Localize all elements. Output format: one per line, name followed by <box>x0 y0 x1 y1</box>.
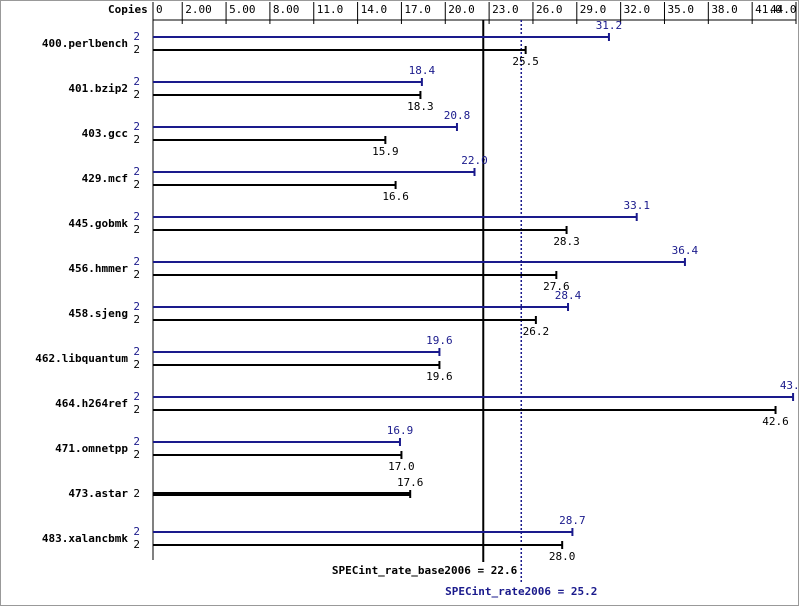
value-label: 16.9 <box>387 424 414 437</box>
value-label: 26.2 <box>523 325 550 338</box>
x-tick-label: 8.00 <box>273 3 300 16</box>
category-label: 458.sjeng <box>68 307 128 320</box>
x-tick-label: 0 <box>156 3 163 16</box>
value-label: 28.4 <box>555 289 582 302</box>
copies-label: 2 <box>133 345 140 358</box>
value-label: 17.6 <box>397 476 424 489</box>
category-label: 429.mcf <box>82 172 128 185</box>
x-tick-label: 26.0 <box>536 3 563 16</box>
value-label: 19.6 <box>426 370 453 383</box>
copies-label: 2 <box>133 403 140 416</box>
x-tick-label: 14.0 <box>361 3 388 16</box>
value-label: 28.0 <box>549 550 576 563</box>
copies-label: 2 <box>133 210 140 223</box>
value-label: 18.4 <box>409 64 436 77</box>
copies-label: 2 <box>133 223 140 236</box>
category-label: 462.libquantum <box>35 352 128 365</box>
value-label: 31.2 <box>596 19 623 32</box>
value-label: 18.3 <box>407 100 434 113</box>
copies-label: 2 <box>133 255 140 268</box>
reference-label: SPECint_rate_base2006 = 22.6 <box>332 564 518 577</box>
value-label: 19.6 <box>426 334 453 347</box>
category-label: 445.gobmk <box>68 217 128 230</box>
x-tick-label: 41.0 <box>755 3 782 16</box>
copies-label: 2 <box>133 538 140 551</box>
x-tick-label: 32.0 <box>624 3 651 16</box>
copies-label: 2 <box>133 165 140 178</box>
value-label: 27.6 <box>543 280 570 293</box>
copies-label: 2 <box>133 300 140 313</box>
value-label: 36.4 <box>672 244 699 257</box>
value-label: 17.0 <box>388 460 415 473</box>
copies-label: 2 <box>133 358 140 371</box>
value-label: 42.6 <box>762 415 789 428</box>
value-label: 28.7 <box>559 514 586 527</box>
x-tick-label: 20.0 <box>448 3 475 16</box>
value-label: 22.0 <box>461 154 488 167</box>
copies-label: 2 <box>133 435 140 448</box>
copies-label: 2 <box>133 487 140 500</box>
x-tick-label: 23.0 <box>492 3 519 16</box>
x-tick-label: 44.0 <box>770 3 797 16</box>
category-label: 401.bzip2 <box>68 82 128 95</box>
copies-label: 2 <box>133 268 140 281</box>
copies-label: 2 <box>133 88 140 101</box>
x-tick-label: 5.00 <box>229 3 256 16</box>
value-label: 43.8 <box>780 379 799 392</box>
value-label: 33.1 <box>623 199 650 212</box>
x-tick-label: 38.0 <box>711 3 738 16</box>
category-label: 464.h264ref <box>55 397 128 410</box>
category-label: 473.astar <box>68 487 128 500</box>
copies-label: 2 <box>133 448 140 461</box>
value-label: 25.5 <box>512 55 539 68</box>
copies-label: 2 <box>133 75 140 88</box>
category-label: 400.perlbench <box>42 37 128 50</box>
copies-label: 2 <box>133 133 140 146</box>
copies-label: 2 <box>133 120 140 133</box>
x-tick-label: 2.00 <box>185 3 212 16</box>
value-label: 28.3 <box>553 235 580 248</box>
reference-label: SPECint_rate2006 = 25.2 <box>445 585 597 598</box>
category-label: 403.gcc <box>82 127 128 140</box>
category-label: 471.omnetpp <box>55 442 128 455</box>
category-label: 456.hmmer <box>68 262 128 275</box>
x-tick-label: 35.0 <box>667 3 694 16</box>
category-label: 483.xalancbmk <box>42 532 128 545</box>
value-label: 20.8 <box>444 109 471 122</box>
value-label: 16.6 <box>382 190 409 203</box>
value-label: 15.9 <box>372 145 399 158</box>
x-tick-label: 11.0 <box>317 3 344 16</box>
x-tick-label: 17.0 <box>404 3 431 16</box>
copies-label: 2 <box>133 525 140 538</box>
copies-label: 2 <box>133 390 140 403</box>
axis-label: Copies <box>108 3 148 16</box>
copies-label: 2 <box>133 30 140 43</box>
x-tick-label: 29.0 <box>580 3 607 16</box>
copies-label: 2 <box>133 313 140 326</box>
copies-label: 2 <box>133 43 140 56</box>
copies-label: 2 <box>133 178 140 191</box>
